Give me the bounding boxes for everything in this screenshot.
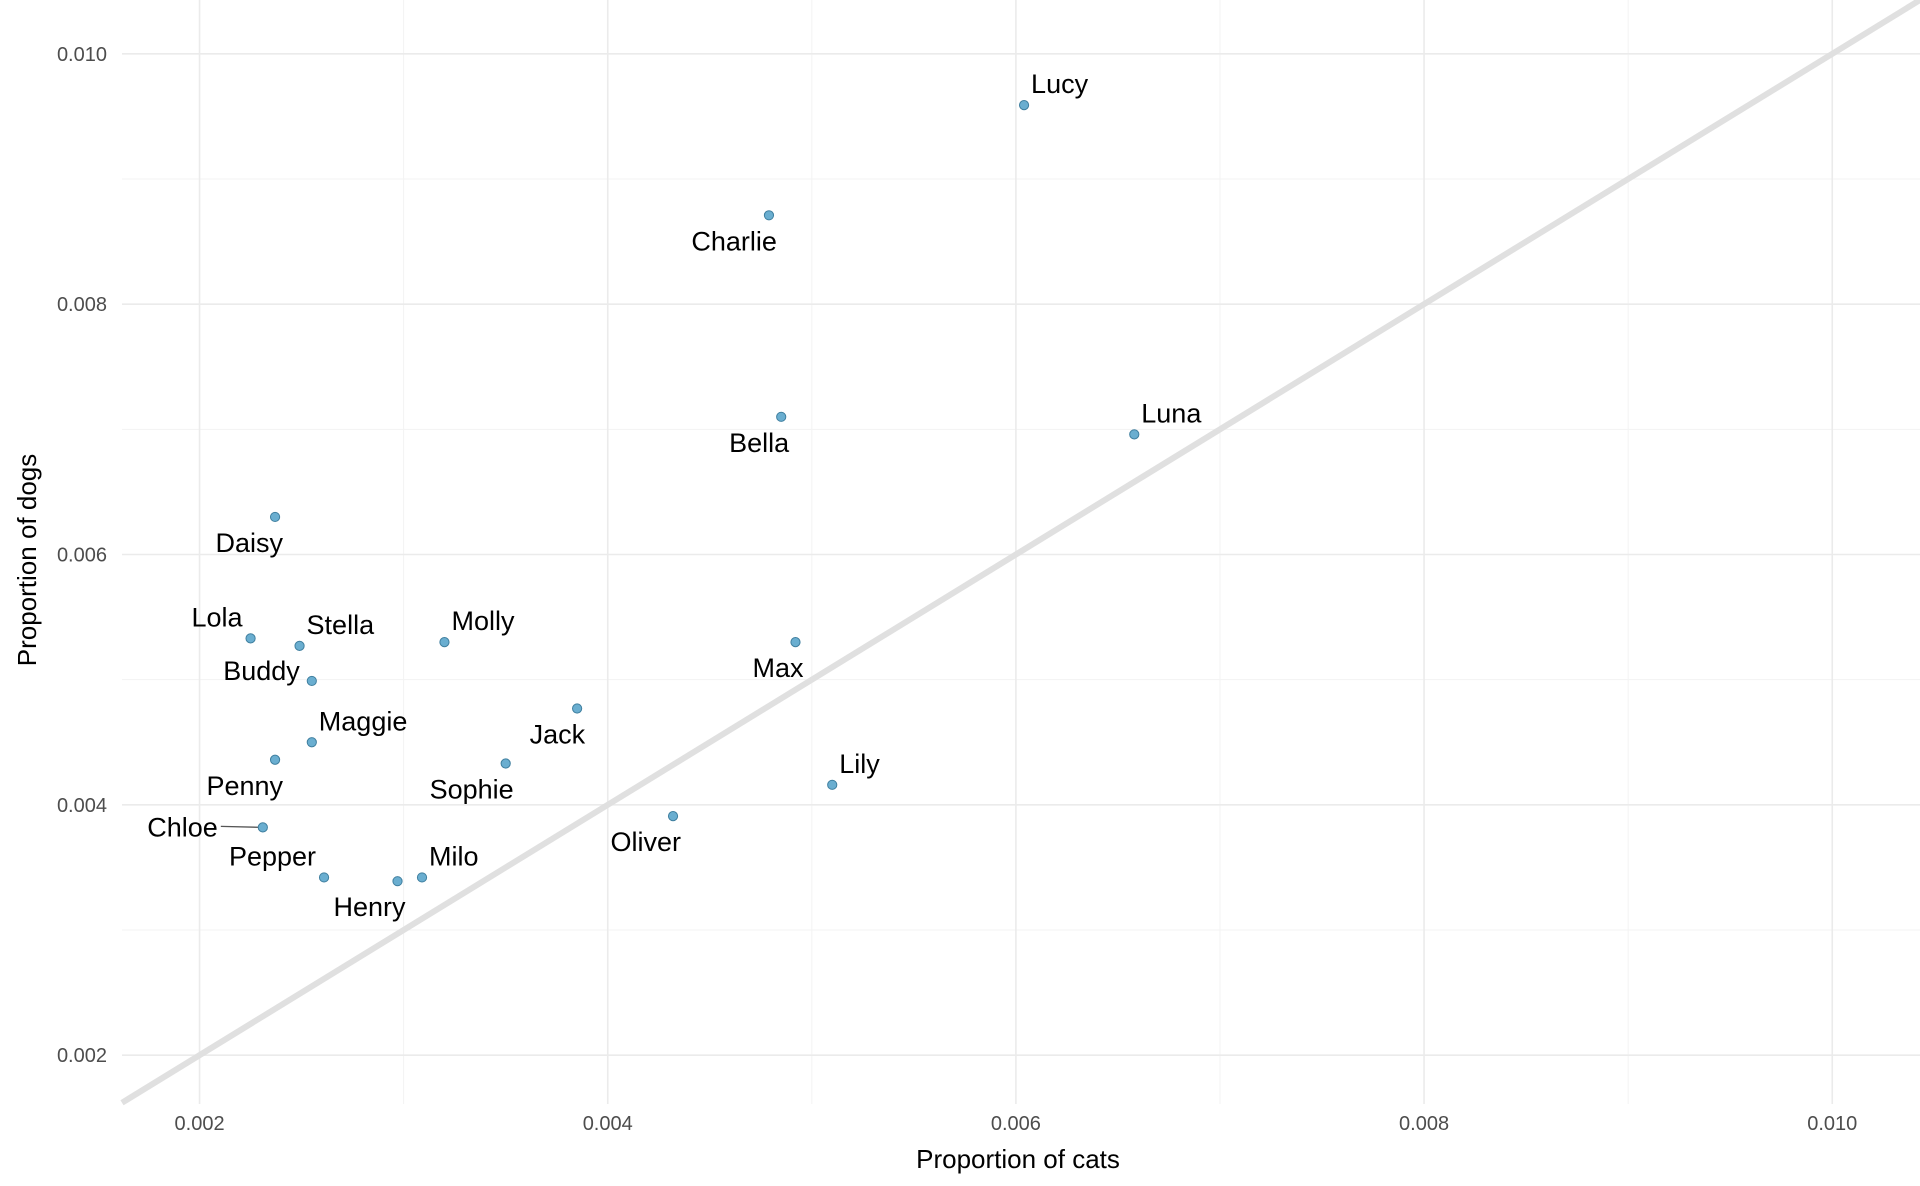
x-tick-label: 0.010 bbox=[1807, 1113, 1857, 1135]
point-label-milo: Milo bbox=[429, 841, 479, 871]
point-label-charlie: Charlie bbox=[691, 226, 777, 256]
y-tick-label: 0.004 bbox=[57, 795, 107, 817]
point-label-daisy: Daisy bbox=[216, 528, 284, 558]
x-tick-label: 0.008 bbox=[1399, 1113, 1449, 1135]
point-label-bella: Bella bbox=[729, 428, 790, 458]
reference-line bbox=[120, 0, 1920, 1106]
y-tick-label: 0.008 bbox=[57, 294, 107, 316]
point-label-lily: Lily bbox=[839, 749, 880, 779]
point-penny bbox=[269, 754, 281, 765]
point-henry bbox=[392, 876, 403, 887]
point-label-max: Max bbox=[752, 653, 804, 683]
point-label-maggie: Maggie bbox=[319, 706, 408, 736]
point-stella bbox=[294, 640, 305, 651]
x-tick-label: 0.006 bbox=[991, 1113, 1041, 1135]
point-pepper bbox=[318, 872, 330, 883]
point-label-jack: Jack bbox=[530, 719, 586, 749]
point-lola bbox=[245, 633, 256, 644]
y-axis-title: Proportion of dogs bbox=[12, 454, 42, 666]
x-tick-label: 0.004 bbox=[583, 1113, 633, 1135]
point-label-chloe: Chloe bbox=[147, 812, 218, 842]
point-label-pepper: Pepper bbox=[229, 841, 316, 871]
point-label-lola: Lola bbox=[192, 602, 244, 632]
point-label-lucy: Lucy bbox=[1031, 69, 1089, 99]
point-bella bbox=[776, 411, 787, 422]
point-maggie bbox=[306, 737, 317, 748]
y-axis-tick-labels: 0.002 0.004 0.006 0.008 0.010 bbox=[57, 44, 107, 1067]
x-axis-title: Proportion of cats bbox=[916, 1144, 1120, 1174]
point-molly bbox=[439, 637, 450, 648]
point-charlie bbox=[763, 210, 775, 221]
point-daisy bbox=[269, 511, 281, 523]
x-axis-tick-labels: 0.002 0.004 0.006 0.008 0.010 bbox=[175, 1113, 1858, 1135]
y-tick-label: 0.010 bbox=[57, 44, 107, 66]
y-tick-label: 0.006 bbox=[57, 545, 107, 567]
point-label-stella: Stella bbox=[307, 610, 376, 640]
point-milo bbox=[416, 872, 428, 883]
leader-line-chloe bbox=[220, 825, 263, 829]
point-label-oliver: Oliver bbox=[611, 827, 682, 857]
point-label-buddy: Buddy bbox=[223, 656, 300, 686]
x-tick-label: 0.002 bbox=[175, 1113, 225, 1135]
point-luna bbox=[1129, 429, 1140, 440]
point-labels: Lucy Charlie Bella Luna Daisy Lola Stella Molly… bbox=[147, 69, 1202, 922]
leader-lines bbox=[220, 825, 263, 829]
point-jack bbox=[572, 703, 583, 714]
y-tick-label: 0.002 bbox=[57, 1045, 107, 1067]
data-points bbox=[245, 100, 1140, 887]
grid-lines bbox=[122, 0, 1920, 1104]
point-lily bbox=[827, 779, 838, 790]
point-buddy bbox=[306, 675, 317, 687]
point-label-luna: Luna bbox=[1141, 398, 1202, 428]
point-sophie bbox=[500, 758, 511, 769]
point-chloe bbox=[257, 822, 268, 833]
point-label-sophie: Sophie bbox=[430, 775, 514, 805]
point-max bbox=[790, 637, 801, 648]
reference-line-layer bbox=[120, 0, 1920, 1106]
point-oliver bbox=[667, 811, 679, 822]
point-label-molly: Molly bbox=[451, 606, 515, 636]
point-lucy bbox=[1018, 100, 1030, 111]
point-label-penny: Penny bbox=[207, 771, 284, 801]
point-label-henry: Henry bbox=[333, 892, 406, 922]
